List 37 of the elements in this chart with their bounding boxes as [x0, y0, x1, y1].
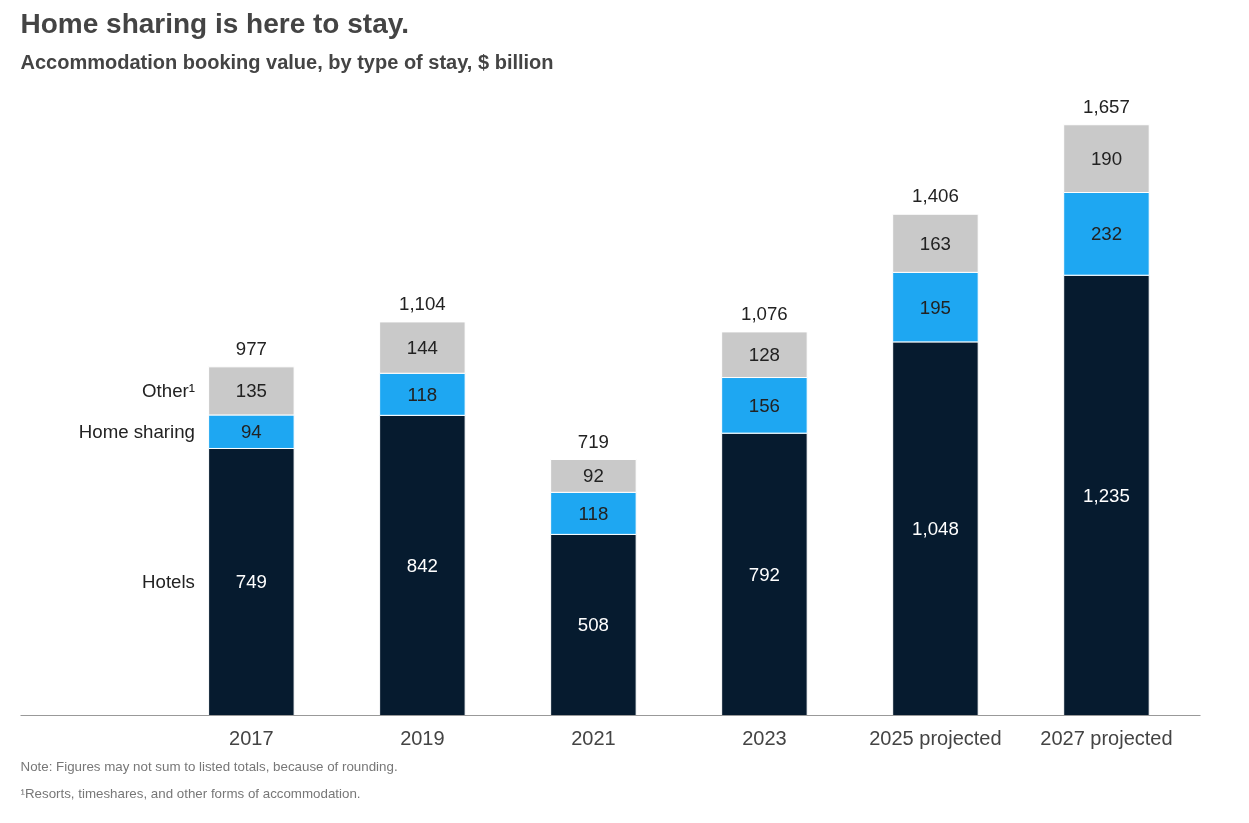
data-label: 749	[235, 571, 267, 593]
x-tick-label: 2027 projected	[1040, 726, 1173, 749]
data-label: 508	[577, 614, 609, 636]
total-label: 1,657	[1083, 95, 1130, 117]
data-label: 190	[1090, 148, 1123, 170]
data-label: 195	[919, 296, 951, 318]
series-label: Hotels	[142, 571, 195, 593]
data-label: 144	[406, 337, 438, 359]
chart-subtitle: Accommodation booking value, by type of stay, $ billion	[20, 50, 554, 73]
total-label: 719	[577, 430, 609, 452]
chart-title: Home sharing is here to stay.	[20, 7, 409, 39]
data-label: 842	[406, 554, 438, 576]
total-label: 1,104	[399, 293, 446, 315]
total-label: 1,406	[912, 185, 959, 207]
data-label: 1,235	[1083, 484, 1130, 506]
data-label: 1,048	[912, 518, 959, 540]
x-tick-label: 2017	[229, 726, 274, 749]
text: Note: Figures may not sum to listed totals, because of rounding.	[20, 758, 398, 774]
data-label: 163	[919, 232, 951, 254]
data-label: 118	[407, 383, 438, 405]
data-label: 94	[240, 421, 262, 443]
data-label: 135	[235, 380, 267, 402]
total-label: 977	[235, 338, 267, 360]
x-tick-label: 2025 projected	[869, 726, 1002, 749]
x-tick-label: 2021	[571, 726, 616, 749]
data-label: 128	[748, 344, 780, 366]
text: ¹Resorts, timeshares, and other forms of accommodation.	[20, 785, 361, 801]
data-label: 118	[578, 502, 609, 524]
data-label: 156	[748, 394, 780, 416]
total-label: 1,076	[741, 303, 788, 325]
x-tick-label: 2019	[400, 726, 445, 749]
data-label: 792	[748, 563, 780, 585]
data-label: 232	[1090, 223, 1123, 245]
series-label: Other¹	[142, 380, 195, 402]
series-label: Home sharing	[78, 421, 195, 443]
data-label: 92	[583, 465, 604, 487]
x-tick-label: 2023	[742, 726, 787, 749]
